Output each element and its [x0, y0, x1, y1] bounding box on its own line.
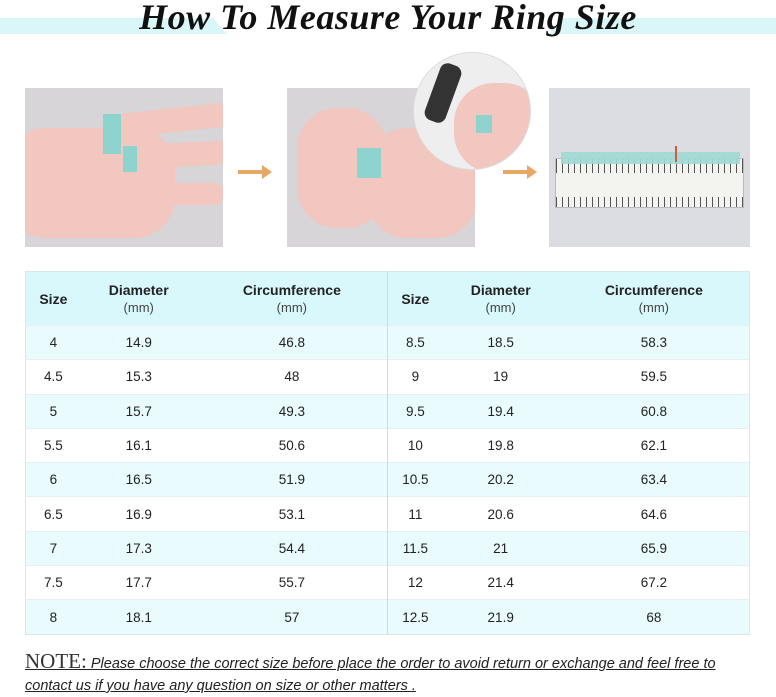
- table-cell: 6: [25, 462, 81, 497]
- table-cell: 64.6: [558, 496, 750, 532]
- note-text: Please choose the correct size before pl…: [25, 656, 716, 694]
- table-cell: 68: [558, 599, 750, 635]
- table-cell: 8.5: [386, 324, 443, 360]
- table-cell: 17.3: [80, 530, 197, 566]
- title-band-cutout: [198, 0, 578, 36]
- measuring-tape: [561, 152, 740, 164]
- column-header: Circumference (mm): [558, 271, 750, 326]
- table-cell: 9.5: [386, 393, 443, 429]
- table-cell: 54.4: [196, 530, 388, 566]
- table-row: 4 14.9 46.8 8.5 18.5 58.3: [25, 324, 750, 360]
- table-cell: 8: [25, 599, 81, 635]
- table-cell: 48: [196, 359, 388, 395]
- table-cell: 62.1: [558, 427, 750, 463]
- column-header: Circumference (mm): [196, 271, 388, 326]
- table-cell: 5.5: [25, 427, 81, 463]
- table-cell: 15.7: [80, 393, 197, 429]
- column-header: Size: [25, 271, 81, 326]
- table-cell: 7.5: [25, 565, 81, 600]
- table-cell: 12.5: [386, 599, 443, 635]
- page-title: How To Measure Your Ring Size: [139, 0, 637, 37]
- column-header: Diameter (mm): [80, 271, 197, 326]
- table-cell: 6.5: [25, 496, 81, 532]
- note-label: NOTE:: [25, 649, 87, 673]
- header-label: Diameter: [108, 281, 169, 298]
- table-cell: 59.5: [558, 359, 750, 395]
- table-cell: 21.9: [442, 599, 559, 635]
- table-cell: 20.2: [442, 462, 559, 497]
- table-cell: 19: [442, 359, 559, 395]
- table-cell: 4.5: [25, 359, 81, 395]
- table-row: 8 18.1 57 12.5 21.9 68: [25, 599, 750, 635]
- table-cell: 11: [386, 496, 443, 532]
- table-row: 5.5 16.1 50.6 10 19.8 62.1: [25, 427, 750, 463]
- arrow-right-icon: [238, 165, 272, 179]
- header-label: Size: [401, 290, 430, 307]
- table-cell: 11.5: [386, 530, 443, 566]
- table-row: 5 15.7 49.3 9.5 19.4 60.8: [25, 393, 750, 429]
- column-header: Diameter (mm): [442, 271, 559, 326]
- table-cell: 57: [196, 599, 388, 635]
- table-cell: 9: [386, 359, 443, 395]
- header-unit: (mm): [485, 299, 516, 315]
- table-cell: 63.4: [558, 462, 750, 497]
- table-row: 6 16.5 51.9 10.5 20.2 63.4: [25, 462, 750, 497]
- table-cell: 67.2: [558, 565, 750, 600]
- header-label: Circumference: [604, 281, 703, 298]
- table-cell: 14.9: [80, 324, 197, 360]
- table-cell: 10: [386, 427, 443, 463]
- ruler: [555, 158, 744, 208]
- table-cell: 65.9: [558, 530, 750, 566]
- table-cell: 19.4: [442, 393, 559, 429]
- table-cell: 50.6: [196, 427, 388, 463]
- table-cell: 60.8: [558, 393, 750, 429]
- header-unit: (mm): [276, 299, 307, 315]
- table-cell: 16.5: [80, 462, 197, 497]
- note: NOTE: Please choose the correct size bef…: [25, 650, 755, 697]
- table-cell: 19.8: [442, 427, 559, 463]
- column-header: Size: [386, 271, 443, 326]
- header-label: Diameter: [470, 281, 531, 298]
- table-cell: 53.1: [196, 496, 388, 532]
- table-cell: 20.6: [442, 496, 559, 532]
- ring-size-table: Size Diameter (mm) Circumference (mm) Size Dia…: [25, 271, 750, 635]
- table-cell: 16.9: [80, 496, 197, 532]
- table-row: 7 17.3 54.4 11.5 21 65.9: [25, 530, 750, 566]
- header-label: Circumference: [242, 281, 341, 298]
- table-cell: 16.1: [80, 427, 197, 463]
- header-label: Size: [39, 290, 68, 307]
- step-1-photo: [25, 88, 223, 247]
- table-cell: 12: [386, 565, 443, 600]
- table-cell: 17.7: [80, 565, 197, 600]
- table-cell: 51.9: [196, 462, 388, 497]
- table-cell: 18.5: [442, 324, 559, 360]
- header-unit: (mm): [638, 299, 669, 315]
- table-cell: 21: [442, 530, 559, 566]
- table-row: 4.5 15.3 48 9 19 59.5: [25, 359, 750, 395]
- step-3-photo: [549, 88, 750, 247]
- table-cell: 55.7: [196, 565, 388, 600]
- table-cell: 10.5: [386, 462, 443, 497]
- table-cell: 5: [25, 393, 81, 429]
- table-cell: 21.4: [442, 565, 559, 600]
- step-2-closeup: [413, 52, 531, 170]
- table-row: 6.5 16.9 53.1 11 20.6 64.6: [25, 496, 750, 532]
- table-cell: 7: [25, 530, 81, 566]
- table-cell: 46.8: [196, 324, 388, 360]
- table-cell: 58.3: [558, 324, 750, 360]
- table-cell: 15.3: [80, 359, 197, 395]
- table-cell: 18.1: [80, 599, 197, 635]
- header-unit: (mm): [123, 299, 154, 315]
- table-cell: 4: [25, 324, 81, 360]
- table-row: 7.5 17.7 55.7 12 21.4 67.2: [25, 565, 750, 600]
- arrow-right-icon: [503, 165, 537, 179]
- table-cell: 49.3: [196, 393, 388, 429]
